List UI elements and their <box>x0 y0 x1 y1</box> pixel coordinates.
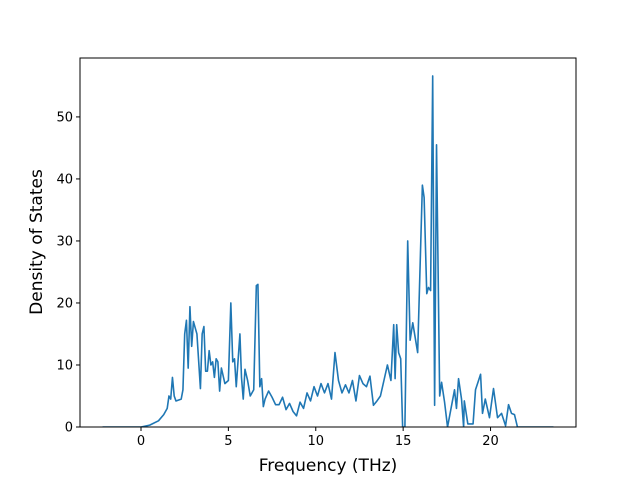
x-tick-label: 5 <box>224 434 232 449</box>
y-tick-label: 0 <box>65 421 73 436</box>
y-tick-label: 40 <box>56 172 73 187</box>
x-axis-label: Frequency (THz) <box>259 456 398 476</box>
x-tick-label: 15 <box>395 434 412 449</box>
y-tick-label: 30 <box>56 234 73 249</box>
x-tick-label: 10 <box>307 434 324 449</box>
y-tick-label: 20 <box>56 296 73 311</box>
y-axis-label: Density of States <box>27 169 47 315</box>
x-tick-label: 0 <box>137 434 145 449</box>
plot-frame <box>79 57 577 428</box>
x-tick-label: 20 <box>482 434 499 449</box>
y-tick-label: 50 <box>56 110 73 125</box>
y-tick-label: 10 <box>56 358 73 373</box>
dos-line <box>102 75 554 427</box>
